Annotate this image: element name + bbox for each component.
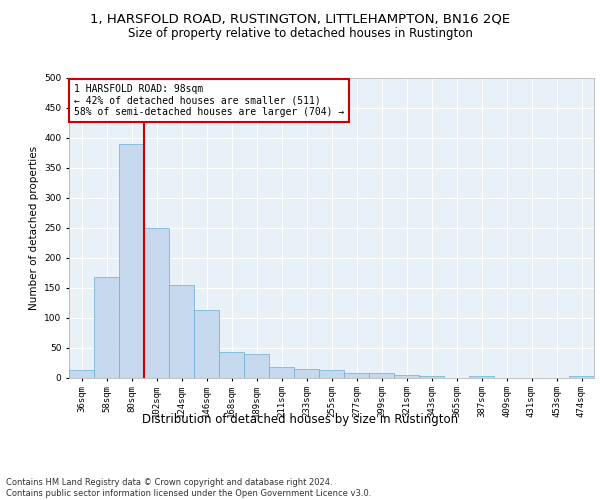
Bar bbox=[419, 376, 444, 378]
Bar bbox=[94, 278, 119, 378]
Bar bbox=[219, 352, 244, 378]
Bar bbox=[319, 370, 344, 378]
Bar bbox=[69, 370, 94, 378]
Bar bbox=[394, 374, 419, 378]
Text: Distribution of detached houses by size in Rustington: Distribution of detached houses by size … bbox=[142, 412, 458, 426]
Bar bbox=[194, 310, 219, 378]
Text: 1 HARSFOLD ROAD: 98sqm
← 42% of detached houses are smaller (511)
58% of semi-de: 1 HARSFOLD ROAD: 98sqm ← 42% of detached… bbox=[74, 84, 344, 116]
Bar bbox=[144, 228, 169, 378]
Bar bbox=[344, 372, 369, 378]
Bar bbox=[244, 354, 269, 378]
Bar bbox=[469, 376, 494, 378]
Bar bbox=[169, 284, 194, 378]
Bar bbox=[269, 366, 294, 378]
Text: 1, HARSFOLD ROAD, RUSTINGTON, LITTLEHAMPTON, BN16 2QE: 1, HARSFOLD ROAD, RUSTINGTON, LITTLEHAMP… bbox=[90, 12, 510, 26]
Text: Size of property relative to detached houses in Rustington: Size of property relative to detached ho… bbox=[128, 28, 472, 40]
Text: Contains HM Land Registry data © Crown copyright and database right 2024.
Contai: Contains HM Land Registry data © Crown c… bbox=[6, 478, 371, 498]
Y-axis label: Number of detached properties: Number of detached properties bbox=[29, 146, 38, 310]
Bar bbox=[369, 374, 394, 378]
Bar bbox=[569, 376, 594, 378]
Bar bbox=[294, 368, 319, 378]
Bar bbox=[119, 144, 144, 378]
